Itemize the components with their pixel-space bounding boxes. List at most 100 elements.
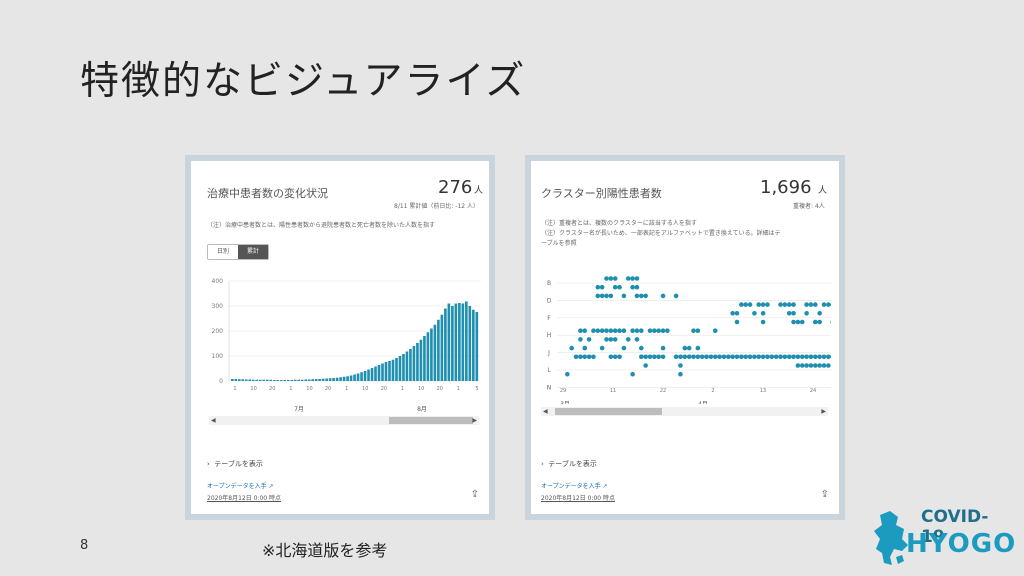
- cluster-dot: [621, 328, 627, 333]
- month-label: 8月: [417, 406, 427, 413]
- cluster-dot: [795, 319, 801, 325]
- cluster-dot: [639, 354, 644, 360]
- cluster-dot: [565, 371, 570, 377]
- cluster-dot: [612, 276, 618, 281]
- y-tick-label: 100: [212, 353, 224, 360]
- cluster-dot: [625, 276, 631, 281]
- cluster-dot: [717, 354, 722, 360]
- cluster-dot: [573, 354, 579, 360]
- cluster-dot: [734, 354, 740, 360]
- bar: [454, 303, 458, 381]
- table-toggle[interactable]: › テーブルを表示: [207, 459, 263, 469]
- cluster-dot: [699, 354, 705, 360]
- x-tick-label: 29: [560, 388, 566, 394]
- cluster-dot: [634, 284, 640, 290]
- bar: [325, 378, 328, 381]
- share-icon[interactable]: ⇪: [470, 489, 479, 500]
- table-toggle[interactable]: › テーブルを表示: [541, 459, 597, 469]
- bar: [423, 336, 426, 381]
- daily-cumulative-toggle[interactable]: 日別 累計: [207, 244, 270, 260]
- cluster-dot: [782, 354, 788, 360]
- cluster-dot: [782, 302, 788, 307]
- cluster-dot: [821, 363, 827, 368]
- cluster-dot: [569, 345, 574, 351]
- cluster-dot: [734, 319, 740, 325]
- cluster-dot: [604, 328, 609, 333]
- cluster-dot: [630, 328, 635, 333]
- bar: [276, 380, 280, 381]
- cluster-dot: [747, 354, 753, 360]
- bar: [472, 309, 475, 381]
- bar: [419, 339, 423, 381]
- cluster-dot: [630, 371, 635, 377]
- scroll-thumb[interactable]: [389, 417, 473, 424]
- bar: [335, 377, 339, 381]
- x-tick-label: 1: [457, 386, 460, 392]
- bar: [451, 306, 454, 381]
- x-tick-label: 10: [250, 386, 256, 392]
- total-unit: 人: [474, 186, 484, 196]
- y-category-label: L: [547, 367, 551, 374]
- bar: [433, 324, 437, 381]
- bar: [416, 343, 419, 381]
- hyogo-map-icon: [874, 511, 908, 565]
- cluster-dot: [804, 302, 809, 307]
- cluster-dot: [786, 354, 792, 360]
- x-tick-label: 10: [362, 386, 368, 392]
- cluster-dot: [612, 337, 618, 342]
- scroll-left-icon[interactable]: ◀: [543, 408, 548, 415]
- cluster-dot: [817, 311, 822, 316]
- bar: [458, 303, 461, 381]
- cluster-dot: [599, 328, 605, 333]
- cluster-dot: [808, 302, 814, 307]
- open-data-link[interactable]: オープンデータを入手 ↗: [541, 483, 608, 490]
- cluster-dot: [656, 354, 661, 360]
- cluster-dot: [786, 302, 792, 307]
- cluster-dot: [599, 345, 605, 351]
- toggle-daily[interactable]: 日別: [217, 248, 230, 255]
- cluster-dot: [647, 354, 653, 360]
- cluster-dot: [591, 328, 596, 333]
- cluster-dot: [795, 363, 801, 368]
- scroll-left-icon[interactable]: ◀: [211, 417, 216, 424]
- chevron-right-icon: ›: [541, 460, 544, 468]
- cluster-dot: [743, 354, 748, 360]
- scroll-thumb[interactable]: [555, 408, 662, 415]
- cluster-dot: [634, 293, 640, 299]
- x-tick-label: 1: [401, 386, 404, 392]
- total-unit: 人: [818, 186, 828, 196]
- y-tick-label: 300: [212, 303, 224, 310]
- open-data-link[interactable]: オープンデータを入手 ↗: [207, 483, 274, 490]
- table-toggle-label: テーブルを表示: [214, 460, 263, 468]
- cluster-dot: [704, 354, 709, 360]
- toggle-cumulative[interactable]: 累計: [238, 245, 269, 259]
- bar: [328, 378, 332, 381]
- chart-scrollbar[interactable]: ◀ ▶: [209, 416, 479, 425]
- chart-scrollbar[interactable]: ◀ ▶: [541, 407, 828, 416]
- cluster-dot: [608, 328, 614, 333]
- bar: [398, 356, 402, 381]
- cluster-dot: [813, 363, 818, 368]
- cluster-dot: [682, 354, 688, 360]
- share-icon[interactable]: ⇪: [820, 489, 829, 500]
- cluster-dot: [652, 354, 657, 360]
- cluster-dot: [743, 302, 748, 307]
- cluster-dot: [608, 354, 614, 360]
- bar: [461, 303, 465, 381]
- cluster-dot: [778, 302, 783, 307]
- cluster-dot: [778, 354, 783, 360]
- cluster-dot: [734, 311, 740, 316]
- cluster-dot: [595, 328, 601, 333]
- bar: [258, 379, 262, 381]
- y-tick-label: 400: [212, 278, 224, 285]
- bar: [374, 366, 377, 381]
- bar: [290, 380, 293, 381]
- cluster-dot: [673, 354, 679, 360]
- cluster-dot: [608, 276, 614, 281]
- bar: [384, 362, 388, 381]
- cluster-dot: [813, 354, 818, 360]
- scroll-right-icon[interactable]: ▶: [821, 408, 826, 415]
- cluster-dot: [604, 276, 609, 281]
- cluster-dot: [678, 354, 683, 360]
- scroll-right-icon[interactable]: ▶: [472, 417, 477, 424]
